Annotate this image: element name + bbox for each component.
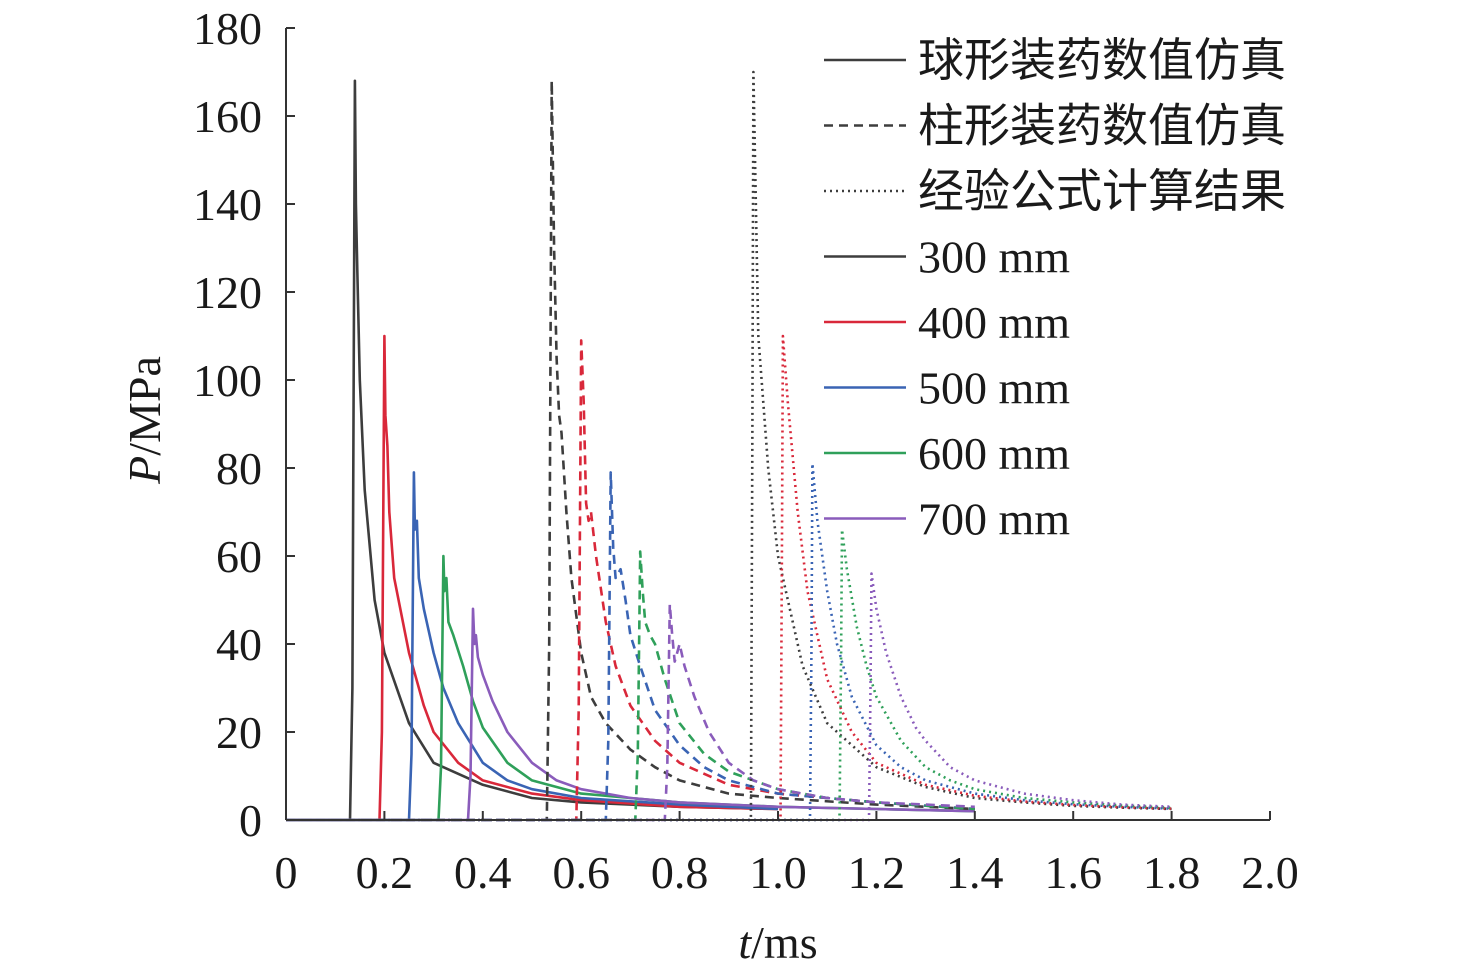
x-tick-label: 1.8 <box>1143 847 1201 898</box>
x-tick-label: 1.2 <box>848 847 906 898</box>
series-line-solid-300mm <box>286 79 779 822</box>
legend-label: 400 mm <box>918 297 1070 348</box>
series-line-dashed-700mm <box>286 603 975 822</box>
legend-label: 300 mm <box>918 232 1070 283</box>
y-tick-label: 20 <box>216 707 262 758</box>
series-line-dashed-400mm <box>286 339 975 822</box>
y-tick-label: 160 <box>193 91 262 142</box>
y-tick-label: 80 <box>216 443 262 494</box>
x-tick-label: 0.8 <box>651 847 709 898</box>
x-tick-label: 0.2 <box>356 847 414 898</box>
y-axis-label: P/MPa <box>119 356 170 485</box>
series-layer <box>286 70 1172 822</box>
axes <box>285 27 1271 821</box>
tick-labels: 0 0.2 0.4 0.6 0.8 1.0 1.2 1.4 1.6 1.8 2.0 0 20 40 60 80… <box>193 3 1299 898</box>
x-tick-label: 1.6 <box>1044 847 1102 898</box>
series-line-dotted-700mm <box>286 572 1172 822</box>
legend-label: 球形装药数值仿真 <box>918 35 1286 86</box>
x-tick-label: 2.0 <box>1241 847 1299 898</box>
y-tick-label: 0 <box>239 795 262 846</box>
x-tick-label: 1.0 <box>749 847 807 898</box>
series-line-dotted-600mm <box>286 528 1172 822</box>
legend-label: 600 mm <box>918 428 1070 479</box>
y-tick-label: 40 <box>216 619 262 670</box>
series-line-solid-700mm <box>286 607 975 822</box>
legend-label: 柱形装药数值仿真 <box>918 101 1286 152</box>
series-line-dashed-300mm <box>286 79 975 822</box>
y-tick-label: 120 <box>193 267 262 318</box>
x-tick-label: 1.4 <box>946 847 1004 898</box>
legend-label: 700 mm <box>918 494 1070 545</box>
y-tick-label: 60 <box>216 531 262 582</box>
y-tick-label: 140 <box>193 179 262 230</box>
x-tick-label: 0 <box>275 847 298 898</box>
x-axis-label: t/ms <box>738 917 817 968</box>
x-tick-label: 0.4 <box>454 847 512 898</box>
x-tick-label: 0.6 <box>552 847 610 898</box>
series-line-dashed-600mm <box>286 550 975 822</box>
y-tick-label: 180 <box>193 3 262 54</box>
series-line-dotted-500mm <box>286 462 1172 822</box>
y-tick-label: 100 <box>193 355 262 406</box>
legend-label: 经验公式计算结果 <box>918 166 1286 217</box>
series-line-dashed-500mm <box>286 471 975 822</box>
legend-label: 500 mm <box>918 363 1070 414</box>
